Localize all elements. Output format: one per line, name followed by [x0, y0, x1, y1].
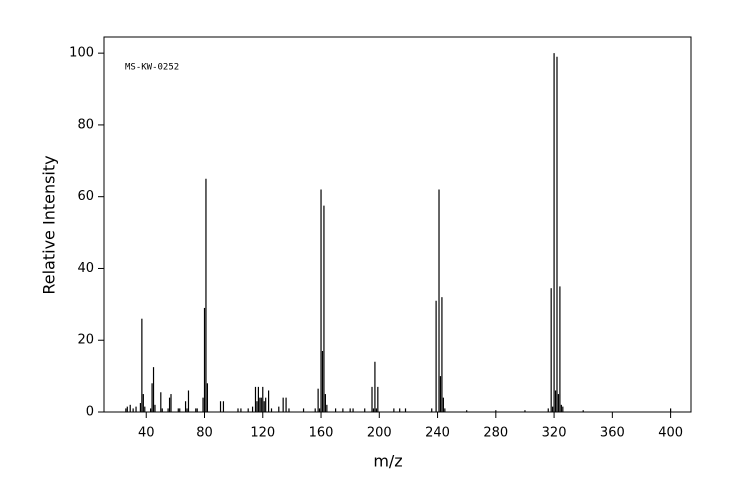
x-tick-label: 400 [658, 426, 683, 441]
x-tick-label: 280 [483, 426, 508, 441]
plot-frame [103, 36, 692, 413]
y-tick-label: 100 [69, 46, 94, 61]
x-tick-label: 40 [138, 426, 155, 441]
x-tick-label: 160 [309, 426, 334, 441]
x-axis-label: m/z [373, 452, 402, 471]
y-tick-label: 60 [77, 189, 94, 204]
y-tick-label: 40 [77, 261, 94, 276]
x-tick-label: 240 [425, 426, 450, 441]
y-tick-label: 20 [77, 333, 94, 348]
y-axis-label: Relative Intensity [40, 155, 59, 294]
x-tick-label: 200 [367, 426, 392, 441]
x-tick-label: 80 [196, 426, 213, 441]
y-tick-label: 80 [77, 117, 94, 132]
x-tick-label: 120 [250, 426, 275, 441]
x-tick-label: 360 [600, 426, 625, 441]
x-tick-label: 320 [542, 426, 567, 441]
annotation: MS-KW-0252 [125, 63, 179, 73]
y-tick-label: 0 [86, 405, 94, 420]
